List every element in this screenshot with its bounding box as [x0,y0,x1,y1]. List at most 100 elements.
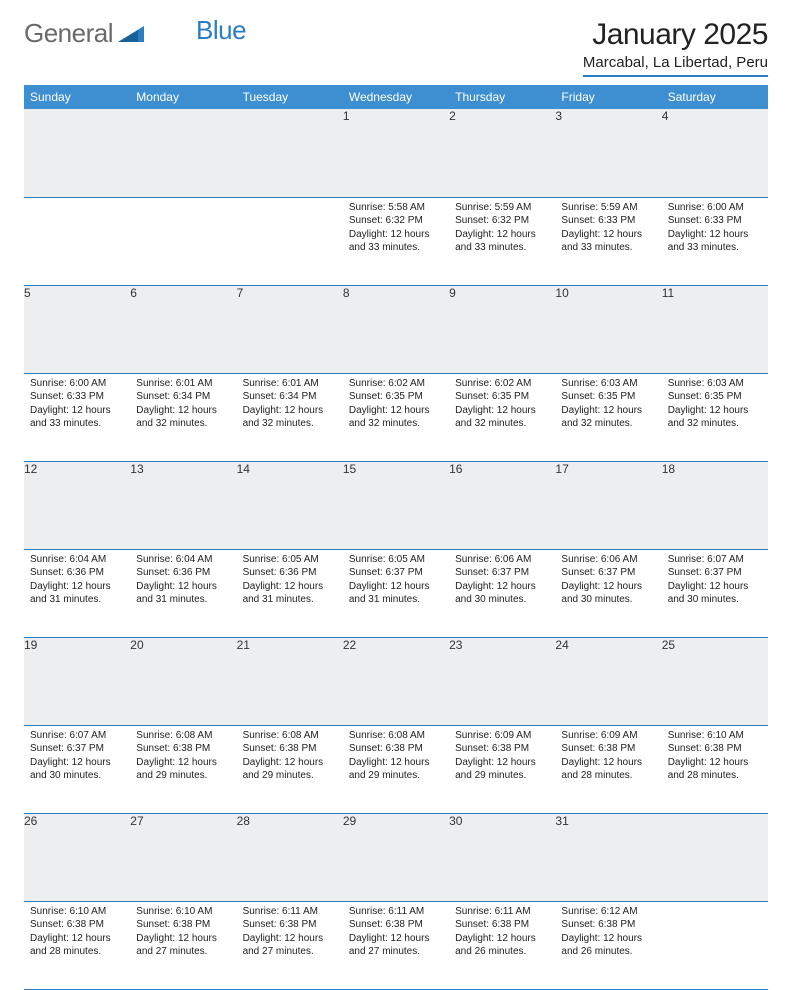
sunrise-line: Sunrise: 6:05 AM [243,553,337,567]
daylight-line: Daylight: 12 hours and 32 minutes. [349,404,443,431]
info-row: Sunrise: 6:07 AMSunset: 6:37 PMDaylight:… [24,725,768,813]
daylight-line: Daylight: 12 hours and 30 minutes. [30,756,124,783]
day-info: Sunrise: 6:07 AMSunset: 6:37 PMDaylight:… [662,550,768,613]
sunset-line: Sunset: 6:34 PM [136,390,230,404]
sunrise-line: Sunrise: 6:00 AM [668,201,762,215]
sunrise-line: Sunrise: 6:01 AM [136,377,230,391]
day-info: Sunrise: 6:10 AMSunset: 6:38 PMDaylight:… [24,902,130,965]
day-info: Sunrise: 6:07 AMSunset: 6:37 PMDaylight:… [24,726,130,789]
calendar-table: SundayMondayTuesdayWednesdayThursdayFrid… [24,85,768,990]
day-number-cell: 8 [343,285,449,373]
weekday-header: Wednesday [343,85,449,109]
weekday-header: Friday [555,85,661,109]
sunrise-line: Sunrise: 6:08 AM [136,729,230,743]
day-info: Sunrise: 6:09 AMSunset: 6:38 PMDaylight:… [449,726,555,789]
info-row: Sunrise: 5:58 AMSunset: 6:32 PMDaylight:… [24,197,768,285]
daylight-line: Daylight: 12 hours and 33 minutes. [30,404,124,431]
day-info-cell: Sunrise: 6:11 AMSunset: 6:38 PMDaylight:… [449,901,555,989]
day-number-cell: 29 [343,813,449,901]
sunset-line: Sunset: 6:34 PM [243,390,337,404]
sunrise-line: Sunrise: 6:03 AM [668,377,762,391]
sunrise-line: Sunrise: 6:06 AM [561,553,655,567]
info-row: Sunrise: 6:04 AM Sunset: 6:36 PM Daylight:… [24,549,768,637]
weekday-header: Monday [130,85,236,109]
sunset-line: Sunset: 6:35 PM [455,390,549,404]
daylight-line: Daylight: 12 hours and 26 minutes. [561,932,655,959]
day-number-cell: 7 [237,285,343,373]
day-info-cell: Sunrise: 6:10 AMSunset: 6:38 PMDaylight:… [130,901,236,989]
day-number-cell: 2 [449,109,555,197]
weekday-header: Thursday [449,85,555,109]
header: General Blue January 2025 Marcabal, La L… [24,18,768,77]
daylight-line: Daylight: 12 hours and 29 minutes. [349,756,443,783]
day-info: Sunrise: 6:09 AMSunset: 6:38 PMDaylight:… [555,726,661,789]
sunset-line: Sunset: 6:35 PM [668,390,762,404]
daylight-line: Daylight: 12 hours and 32 minutes. [455,404,549,431]
sunrise-line: Sunrise: 5:59 AM [455,201,549,215]
logo: General Blue [24,18,246,49]
day-info-cell [130,197,236,285]
day-number-cell: 24 [555,637,661,725]
daylight-line: Daylight: 12 hours and 32 minutes. [136,404,230,431]
sunrise-line: Sunrise: 6:11 AM [455,905,549,919]
day-info-cell: Sunrise: 6:01 AMSunset: 6:34 PMDaylight:… [130,373,236,461]
day-info-cell: Sunrise: 6:02 AMSunset: 6:35 PMDaylight:… [343,373,449,461]
sunrise-line: Sunrise: 6:02 AM [349,377,443,391]
day-info: Sunrise: 6:03 AMSunset: 6:35 PMDaylight:… [555,374,661,437]
day-info-cell: Sunrise: 6:11 AMSunset: 6:38 PMDaylight:… [343,901,449,989]
day-info-cell: Sunrise: 6:00 AMSunset: 6:33 PMDaylight:… [662,197,768,285]
day-info: Sunrise: 6:05 AMSunset: 6:36 PMDaylight:… [237,550,343,613]
sunset-line: Sunset: 6:36 PM [243,566,337,580]
daylight-line: Daylight: 12 hours and 33 minutes. [455,228,549,255]
sunrise-line: Sunrise: 6:00 AM [30,377,124,391]
daylight-line: Daylight: 12 hours and 33 minutes. [561,228,655,255]
day-info-cell: Sunrise: 6:08 AMSunset: 6:38 PMDaylight:… [343,725,449,813]
day-info: Sunrise: 6:06 AMSunset: 6:37 PMDaylight:… [449,550,555,613]
sunrise-line: Sunrise: 6:04 AM [30,553,124,567]
sunrise-line: Sunrise: 6:05 AM [349,553,443,567]
day-info-cell: Sunrise: 6:02 AMSunset: 6:35 PMDaylight:… [449,373,555,461]
sunset-line: Sunset: 6:38 PM [349,742,443,756]
day-number-cell: 15 [343,461,449,549]
day-number-cell: 30 [449,813,555,901]
sunset-line: Sunset: 6:33 PM [668,214,762,228]
day-info-cell: Sunrise: 6:08 AMSunset: 6:38 PMDaylight:… [130,725,236,813]
day-info-cell: Sunrise: 5:59 AMSunset: 6:33 PMDaylight:… [555,197,661,285]
day-info: Sunrise: 6:08 AMSunset: 6:38 PMDaylight:… [343,726,449,789]
day-number-cell: 16 [449,461,555,549]
daylight-line: Daylight: 12 hours and 32 minutes. [243,404,337,431]
day-number-cell: 23 [449,637,555,725]
daylight-line: Daylight: 12 hours and 31 minutes. [30,580,124,607]
day-info-cell: Sunrise: 6:06 AMSunset: 6:37 PMDaylight:… [555,549,661,637]
sunset-line: Sunset: 6:38 PM [30,918,124,932]
day-info-cell: Sunrise: 5:58 AMSunset: 6:32 PMDaylight:… [343,197,449,285]
logo-text-2: Blue [196,15,246,46]
day-info-cell: Sunrise: 6:10 AMSunset: 6:38 PMDaylight:… [662,725,768,813]
sunrise-line: Sunrise: 6:12 AM [561,905,655,919]
day-number-cell [24,109,130,197]
daylight-line: Daylight: 12 hours and 27 minutes. [349,932,443,959]
sunrise-line: Sunrise: 6:11 AM [243,905,337,919]
day-number-cell: 5 [24,285,130,373]
day-number-cell: 9 [449,285,555,373]
day-info-cell: Sunrise: 6:05 AMSunset: 6:37 PMDaylight:… [343,549,449,637]
sunrise-line: Sunrise: 5:59 AM [561,201,655,215]
sunset-line: Sunset: 6:38 PM [668,742,762,756]
weekday-header: Saturday [662,85,768,109]
day-info-cell: Sunrise: 6:01 AMSunset: 6:34 PMDaylight:… [237,373,343,461]
sunset-line: Sunset: 6:38 PM [455,742,549,756]
sunrise-line: Sunrise: 6:10 AM [668,729,762,743]
day-info: Sunrise: 6:11 AMSunset: 6:38 PMDaylight:… [449,902,555,965]
daylight-line: Daylight: 12 hours and 28 minutes. [668,756,762,783]
day-number-cell: 4 [662,109,768,197]
logo-triangle-icon [118,18,144,49]
sunrise-line: Sunrise: 6:07 AM [668,553,762,567]
day-info: Sunrise: 6:04 AMSunset: 6:36 PMDaylight:… [130,550,236,613]
sunset-line: Sunset: 6:36 PM [136,566,230,580]
day-number-cell: 27 [130,813,236,901]
day-number-cell: 13 [130,461,236,549]
daylight-line: Daylight: 12 hours and 33 minutes. [668,228,762,255]
daynum-row: 19202122232425 [24,637,768,725]
day-number-cell: 11 [662,285,768,373]
sunset-line: Sunset: 6:37 PM [668,566,762,580]
